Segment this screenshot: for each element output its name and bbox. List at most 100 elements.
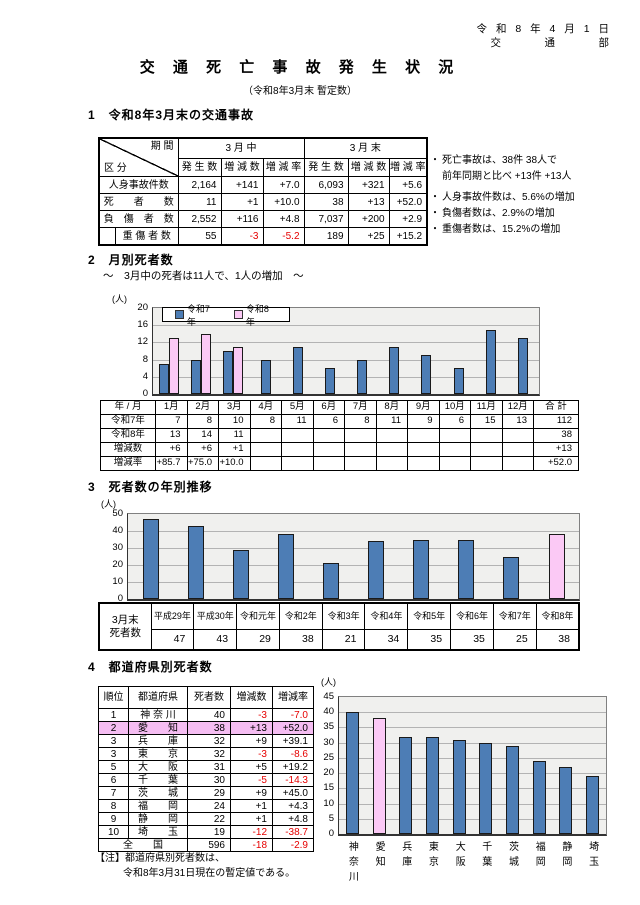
legend-swatch	[234, 310, 243, 319]
bar	[323, 563, 339, 599]
cell-value: 32	[187, 747, 231, 761]
gridline	[128, 548, 579, 549]
prefecture-deaths-table: 順位 都道府県 死者数 増減数 増減率 1 神 奈 川 40 -3 -7.0 2 愛 知 38 +13 +5…	[98, 686, 314, 852]
bar	[559, 767, 573, 834]
cell-value	[438, 428, 471, 443]
cell-value: 596	[187, 838, 231, 852]
bar	[485, 329, 496, 394]
cell-value: 6	[312, 414, 345, 429]
col-header: 2月	[186, 400, 219, 415]
note-line: 前年同期と比べ +13件 +13人	[430, 169, 635, 185]
rank-cell: 3	[98, 747, 129, 761]
y-axis-tick-label: 20	[137, 302, 148, 313]
section2-subheading: ～ 3月中の死者は11人で、1人の増加 ～	[103, 270, 304, 282]
col-header: 11月	[470, 400, 503, 415]
bar	[479, 742, 493, 834]
col-header: 年 / 月	[100, 400, 156, 415]
chart-plot-area	[152, 307, 540, 396]
gridline	[339, 788, 606, 790]
y-axis-tick-label: 30	[112, 542, 123, 553]
x-axis-label: 福岡	[533, 841, 545, 871]
cell-value: 32	[187, 734, 231, 748]
yearly-deaths-table: 3月末 死者数 平成29年 平成30年 令和元年 令和2年 令和3年 令和4年 令和5年 令和6年…	[98, 602, 580, 651]
cell-value: +141	[220, 176, 264, 194]
cell-value: -2.9	[272, 838, 314, 852]
y-axis-tick-label: 50	[112, 508, 123, 519]
row-label-line: 3月末	[111, 613, 139, 626]
cell-value: 38	[278, 629, 323, 651]
cell-value: 112	[533, 414, 579, 429]
prefecture-cell: 千 葉	[128, 773, 188, 787]
cell-value	[312, 428, 345, 443]
cell-value: +52.0	[388, 193, 428, 211]
y-axis-tick-label: 0	[142, 388, 148, 399]
prefecture-cell: 茨 城	[128, 786, 188, 800]
row-label-line: 死者数	[109, 626, 142, 639]
col-header: 令和3年	[321, 602, 366, 630]
cell-value: +200	[347, 210, 390, 228]
table-row: 増減率 +85.7 +75.0 +10.0 +52.0	[100, 456, 579, 471]
col-header: 9月	[407, 400, 440, 415]
bar	[413, 539, 430, 599]
y-axis-tick-label: 8	[142, 353, 148, 365]
cell-value: -3	[230, 747, 273, 761]
col-header: 8月	[375, 400, 408, 415]
cell-value: +2.9	[388, 210, 428, 228]
table-row: 47 43 29 38 21 34 35 35 25 38	[99, 629, 580, 651]
monthly-deaths-table: 年 / 月 1月 2月 3月 4月 5月 6月 7月 8月 9月 10月 11月 12月合 計令和7年 7…	[100, 400, 579, 471]
note-bullet: ・	[430, 155, 440, 166]
note-text: 人身事故件数は、5.6%の増加	[442, 192, 575, 203]
col-header: 発 生 数	[177, 158, 222, 177]
note-line-2: 令和8年3月31日現在の暫定値である。	[123, 868, 296, 879]
cell-value: +6	[186, 442, 219, 457]
bar	[458, 539, 475, 599]
cell-value: +85.7	[155, 456, 188, 471]
table-row: 人身事故件数 2,164 +141 +7.0 6,093 +321 +5.6	[98, 176, 428, 194]
cell-value: 11	[177, 193, 222, 211]
cell-value: +25	[347, 227, 390, 246]
cell-value: 7,037	[303, 210, 349, 228]
monthly-deaths-chart: (人) 0 4 8 12 16 20 令和7年 令和8年	[110, 288, 570, 400]
note-bullet: ・	[430, 192, 440, 203]
cell-value: +75.0	[186, 456, 219, 471]
cell-value: -5	[230, 773, 273, 787]
chart-plot-area	[127, 513, 580, 601]
summary-notes: ・死亡事故は、38件 38人で 前年同期と比べ +13件 +13人・人身事故件数は…	[430, 153, 635, 238]
col-header: 令和2年	[278, 602, 323, 630]
col-header: 令和8年	[535, 602, 580, 630]
cell-value: 21	[321, 629, 366, 651]
cell-value: 55	[177, 227, 222, 246]
cell-value: 10	[218, 414, 251, 429]
cell-value	[501, 456, 534, 471]
cell-value: +1	[230, 799, 273, 813]
cell-value: 34	[364, 629, 409, 651]
chart-plot-area	[338, 696, 607, 836]
corner-label-category: 区 分	[104, 163, 127, 174]
table-row: 負 傷 者 数 2,552 +116 +4.8 7,037 +200 +2.9	[98, 210, 428, 228]
y-axis-tick-label: 30	[323, 736, 334, 748]
bar	[425, 736, 439, 834]
col-header: 10月	[438, 400, 471, 415]
y-axis-tick-label: 45	[323, 691, 334, 702]
section4-heading: 4 都道府県別死者数	[88, 660, 213, 674]
cell-value: +9	[230, 734, 273, 748]
note-text: 負傷者数は、2.9%の増加	[442, 208, 555, 219]
row-label: 人身事故件数	[98, 176, 179, 194]
bar	[586, 776, 600, 834]
y-axis-tick-label: 15	[323, 782, 334, 794]
bar	[421, 355, 432, 394]
cell-value: 24	[187, 799, 231, 813]
col-header: 令和元年	[236, 602, 280, 630]
rank-cell: 9	[98, 812, 129, 826]
cell-value	[501, 428, 534, 443]
gridline	[339, 742, 606, 744]
col-header: 都道府県	[128, 686, 188, 709]
rank-cell: 2	[98, 721, 129, 735]
col-group-header: 3 月 末	[303, 137, 428, 159]
cell-value	[344, 456, 377, 471]
cell-value	[249, 428, 282, 443]
row-label: 令和8年	[100, 428, 156, 443]
x-axis-label: 茨城	[506, 841, 518, 871]
